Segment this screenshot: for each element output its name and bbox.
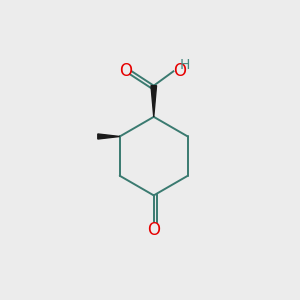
Text: O: O <box>147 220 160 238</box>
Text: O: O <box>173 62 186 80</box>
Text: O: O <box>119 62 132 80</box>
Polygon shape <box>98 134 120 139</box>
Text: H: H <box>179 58 190 72</box>
Polygon shape <box>151 86 157 117</box>
